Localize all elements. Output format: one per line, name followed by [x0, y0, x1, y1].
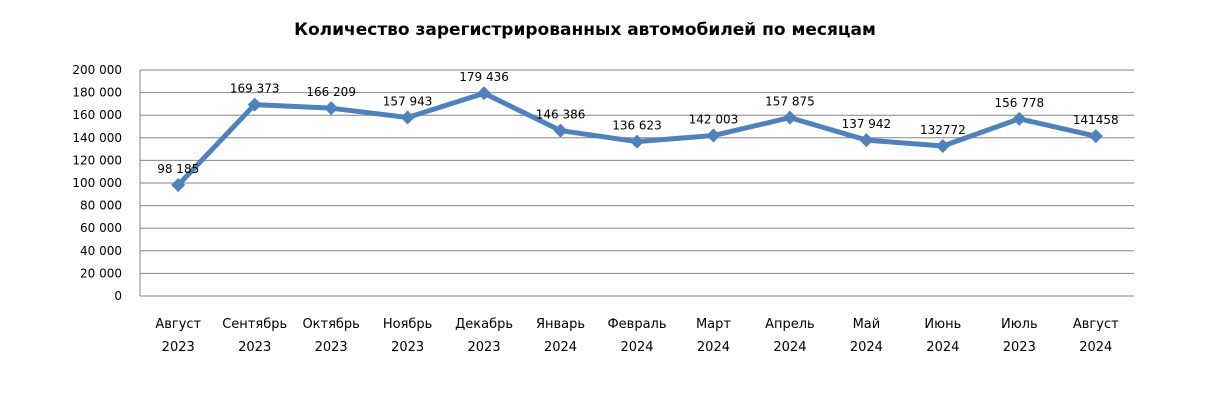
- y-tick-label: 100 000: [72, 176, 122, 190]
- x-tick-label: 2023: [391, 340, 424, 355]
- x-tick-label: Август: [1073, 317, 1119, 332]
- data-label: 132772: [920, 123, 966, 137]
- x-tick-label: 2024: [620, 340, 653, 355]
- data-point-marker: [782, 110, 797, 125]
- x-tick-label: 2023: [315, 340, 348, 355]
- y-tick-label: 0: [114, 289, 122, 303]
- data-label: 169 373: [230, 82, 280, 96]
- y-tick-label: 180 000: [72, 86, 122, 100]
- y-tick-label: 20 000: [80, 266, 122, 280]
- y-axis: 0 20 000 40 000 60 000 80 000 100 000 120 000 1…: [72, 63, 141, 303]
- x-tick-label: 2024: [926, 340, 959, 355]
- x-tick-label: Февраль: [607, 317, 666, 332]
- data-point-marker: [553, 123, 568, 138]
- x-tick-label: Июнь: [924, 317, 961, 332]
- x-tick-label: 2024: [773, 340, 806, 355]
- y-tick-label: 40 000: [80, 244, 122, 258]
- series-line: [171, 86, 1103, 193]
- y-tick-label: 160 000: [72, 108, 122, 122]
- x-tick-label: Апрель: [765, 317, 815, 332]
- data-label: 98 185: [157, 162, 199, 176]
- x-tick-label: 2024: [544, 340, 577, 355]
- x-tick-label: Август: [155, 317, 201, 332]
- x-tick-label: Март: [696, 317, 731, 332]
- x-tick-label: 2023: [1003, 340, 1036, 355]
- x-tick-label: 2023: [468, 340, 501, 355]
- x-axis: Август 2023 Сентябрь 2023 Октябрь 2023 Ноябрь 2…: [155, 317, 1119, 355]
- data-label: 142 003: [689, 113, 739, 127]
- data-point-marker: [935, 138, 950, 153]
- x-tick-label: 2024: [850, 340, 883, 355]
- data-label: 156 778: [994, 96, 1044, 110]
- data-point-marker: [706, 128, 721, 143]
- y-tick-label: 60 000: [80, 221, 122, 235]
- y-tick-label: 200 000: [72, 63, 122, 77]
- x-tick-label: Сентябрь: [222, 317, 287, 332]
- data-point-marker: [1088, 129, 1103, 144]
- gridlines: [140, 69, 1134, 297]
- x-tick-label: Ноябрь: [383, 317, 432, 332]
- chart-title: Количество зарегистрированных автомобиле…: [294, 20, 876, 40]
- x-tick-label: 2024: [1079, 340, 1112, 355]
- data-point-marker: [171, 178, 186, 193]
- x-tick-label: Декабрь: [455, 317, 513, 332]
- data-label: 166 209: [306, 85, 356, 99]
- data-labels: 98 185 169 373 166 209 157 943 179 436 146 38…: [157, 70, 1118, 176]
- x-tick-label: 2024: [697, 340, 730, 355]
- data-label: 157 943: [383, 95, 433, 109]
- y-tick-label: 80 000: [80, 199, 122, 213]
- x-tick-label: 2023: [238, 340, 271, 355]
- data-label: 136 623: [612, 119, 662, 133]
- data-point-marker: [400, 110, 415, 125]
- data-point-marker: [630, 134, 644, 149]
- x-tick-label: Январь: [536, 317, 585, 332]
- x-tick-label: Июль: [1001, 317, 1038, 332]
- x-tick-label: Май: [853, 317, 881, 332]
- data-point-marker: [859, 133, 874, 148]
- data-point-marker: [247, 97, 262, 112]
- data-point-marker: [1012, 111, 1027, 126]
- data-label: 157 875: [765, 95, 815, 109]
- data-label: 141458: [1073, 113, 1119, 127]
- x-tick-label: Октябрь: [302, 317, 359, 332]
- y-tick-label: 140 000: [72, 131, 122, 145]
- x-tick-label: 2023: [162, 340, 195, 355]
- y-tick-label: 120 000: [72, 153, 122, 167]
- data-point-marker: [324, 101, 339, 116]
- data-label: 137 942: [842, 117, 892, 131]
- data-point-marker: [477, 86, 492, 101]
- data-label: 146 386: [536, 108, 586, 122]
- data-label: 179 436: [459, 70, 509, 84]
